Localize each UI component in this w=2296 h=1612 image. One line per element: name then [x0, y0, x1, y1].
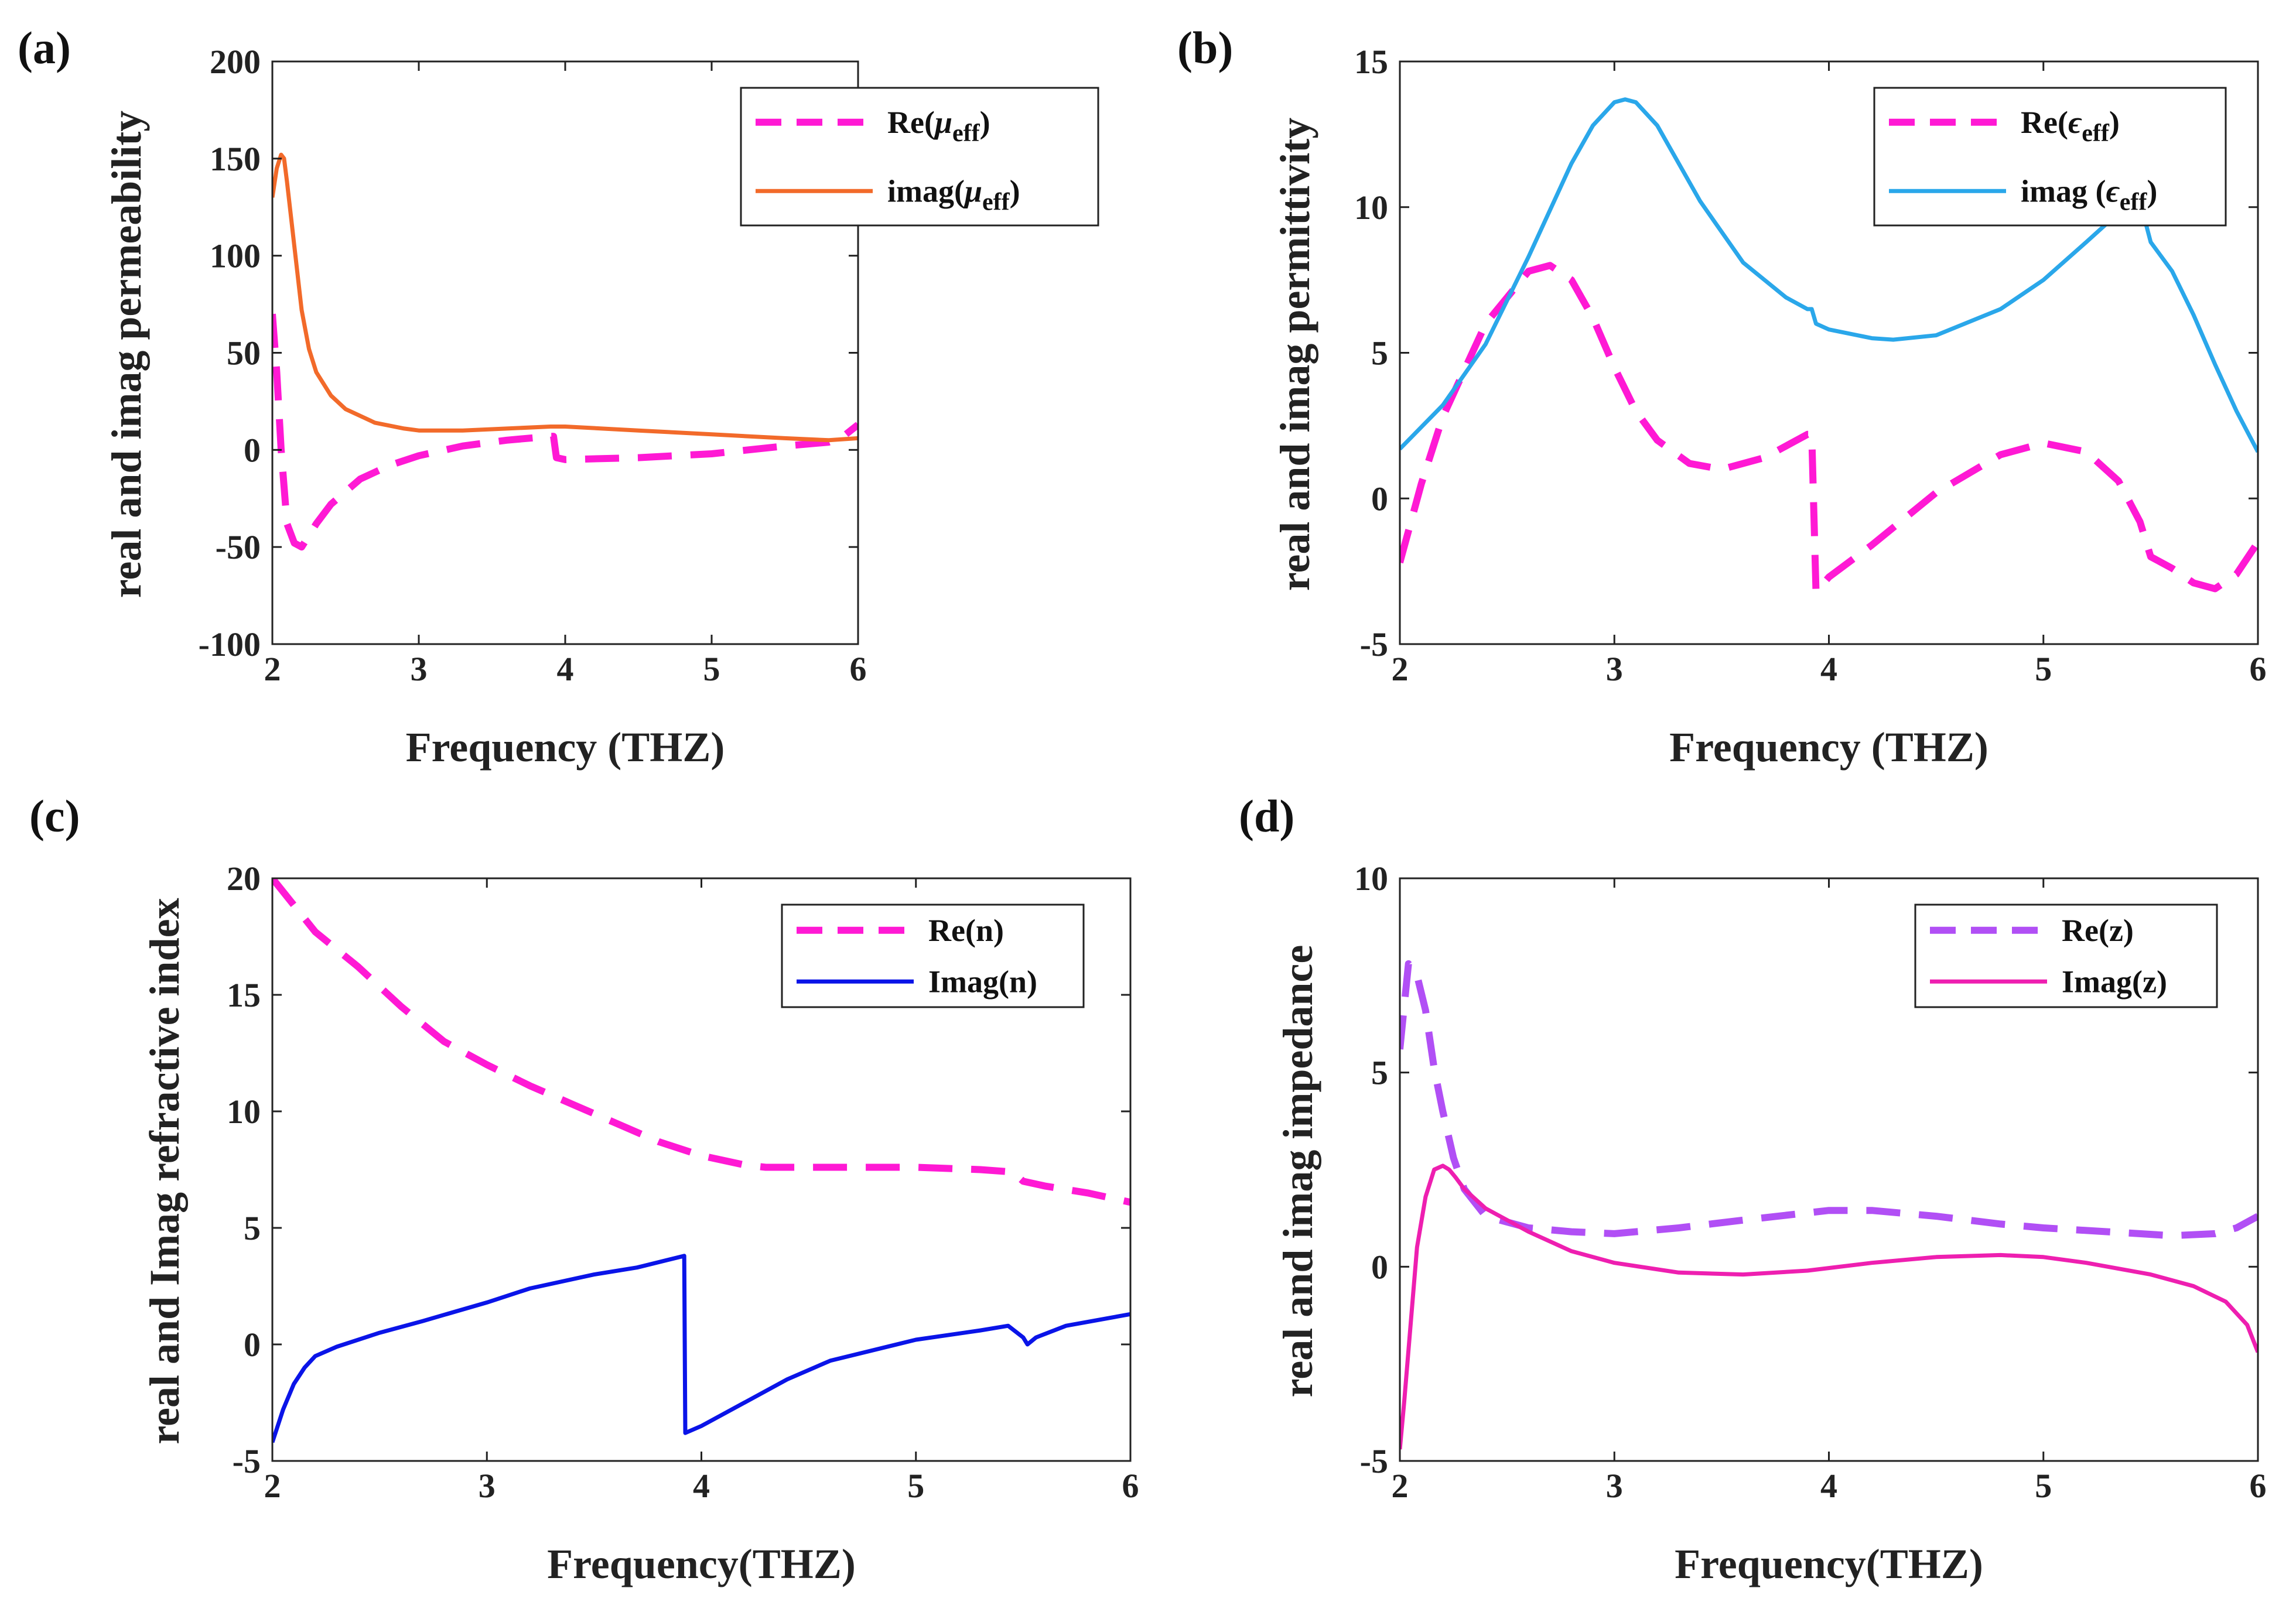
legend: Re(ϵeff) imag (ϵeff) [1873, 87, 2227, 227]
legend-box [740, 87, 1099, 227]
y-tick-label: 5 [1371, 1054, 1388, 1092]
legend-entry-2: imag (ϵeff) [2021, 173, 2157, 215]
legend-entry-1: Re(z) [2062, 913, 2134, 948]
x-axis-label: Frequency(THZ) [1675, 1541, 1983, 1587]
y-tick-label: 10 [227, 1093, 261, 1131]
x-tick-label: 4 [557, 650, 574, 688]
y-tick-label: -5 [233, 1442, 261, 1480]
x-tick-label: 3 [411, 650, 428, 688]
chart-panel-3: (c) 2 3 4 5 6 -5 0 5 10 15 20 Frequency(THZ) real and… [29, 790, 1139, 1587]
series-line-1 [1400, 960, 2258, 1240]
y-tick-label: -5 [1360, 625, 1388, 663]
x-tick-label: 6 [2250, 650, 2267, 688]
y-tick-label: 0 [244, 431, 261, 469]
legend-box [781, 903, 1085, 1008]
y-tick-label: 100 [210, 237, 261, 275]
y-tick-label: 5 [244, 1209, 261, 1247]
y-tick-label: 50 [227, 334, 261, 372]
x-axis-label: Frequency (THZ) [1669, 724, 1988, 771]
y-tick-label: 5 [1371, 334, 1388, 372]
x-tick-label: 2 [264, 650, 281, 688]
series-line-1 [272, 878, 1130, 1206]
x-tick-label: 6 [850, 650, 867, 688]
y-tick-label: 0 [1371, 1248, 1388, 1286]
y-tick-label: 15 [227, 976, 261, 1014]
series-line-1 [1400, 262, 2258, 595]
legend-box [1873, 87, 2227, 227]
series-line-2 [272, 1254, 1130, 1443]
y-axis-label: real and Imag refractive index [141, 898, 188, 1444]
y-tick-label: 10 [1354, 860, 1388, 898]
x-tick-label: 4 [1820, 1467, 1837, 1505]
x-axis-label: Frequency(THZ) [547, 1541, 856, 1587]
x-axis-label: Frequency (THZ) [406, 724, 725, 771]
chart-panel-1: (a) 2 3 4 5 6 -100 -50 0 50 100 150 200 Frequency (TH… [18, 22, 1099, 771]
y-tick-label: 200 [210, 43, 261, 81]
y-tick-label: 150 [210, 140, 261, 178]
series-line-2 [1400, 97, 2258, 453]
y-tick-label: 20 [227, 860, 261, 898]
x-tick-label: 2 [1392, 650, 1409, 688]
legend-box [1914, 903, 2218, 1008]
legend: Re(z) Imag(z) [1914, 903, 2218, 1008]
y-tick-label: 0 [244, 1326, 261, 1364]
legend-entry-1: Re(ϵeff) [2021, 105, 2120, 147]
x-tick-label: 3 [479, 1467, 496, 1505]
x-tick-label: 5 [703, 650, 720, 688]
x-tick-label: 6 [2250, 1467, 2267, 1505]
y-tick-label: -50 [216, 528, 261, 566]
chart-panel-4: (d) 2 3 4 5 6 -5 0 5 10 Frequency(THZ) real and ima… [1239, 790, 2267, 1587]
series-line-2 [1400, 1163, 2258, 1450]
y-tick-label: 0 [1371, 480, 1388, 518]
series-line-1 [272, 313, 858, 551]
panel-label: (b) [1177, 22, 1233, 73]
panel-label: (d) [1239, 790, 1294, 841]
legend-entry-2: Imag(n) [928, 964, 1037, 999]
x-tick-label: 4 [693, 1467, 710, 1505]
x-tick-label: 3 [1606, 650, 1623, 688]
y-axis-label: real and imag permeability [103, 111, 150, 598]
x-tick-label: 2 [264, 1467, 281, 1505]
x-tick-label: 4 [1820, 650, 1837, 688]
chart-panel-2: (b) 2 3 4 5 6 -5 0 5 10 15 Frequency (THZ) real and … [1177, 22, 2267, 771]
legend-entry-2: imag(μeff) [887, 173, 1020, 215]
panel-label: (a) [18, 22, 71, 73]
legend-entry-1: Re(μeff) [887, 105, 990, 147]
y-axis-label: real and imag permittivity [1272, 118, 1318, 591]
series-line-2 [272, 152, 858, 443]
x-tick-label: 5 [2035, 650, 2052, 688]
legend: Re(n) Imag(n) [781, 903, 1085, 1008]
y-tick-label: -100 [199, 625, 261, 663]
x-tick-label: 3 [1606, 1467, 1623, 1505]
legend-entry-1: Re(n) [928, 913, 1004, 948]
x-tick-label: 5 [2035, 1467, 2052, 1505]
x-tick-label: 5 [907, 1467, 924, 1505]
legend-entry-2: Imag(z) [2062, 964, 2167, 999]
x-tick-label: 2 [1392, 1467, 1409, 1505]
y-tick-label: 15 [1354, 43, 1388, 81]
y-tick-label: -5 [1360, 1442, 1388, 1480]
panel-label: (c) [29, 790, 80, 841]
y-axis-label: real and imag impedance [1275, 945, 1321, 1398]
y-tick-label: 10 [1354, 189, 1388, 227]
legend: Re(μeff) imag(μeff) [740, 87, 1099, 227]
x-tick-label: 6 [1122, 1467, 1139, 1505]
